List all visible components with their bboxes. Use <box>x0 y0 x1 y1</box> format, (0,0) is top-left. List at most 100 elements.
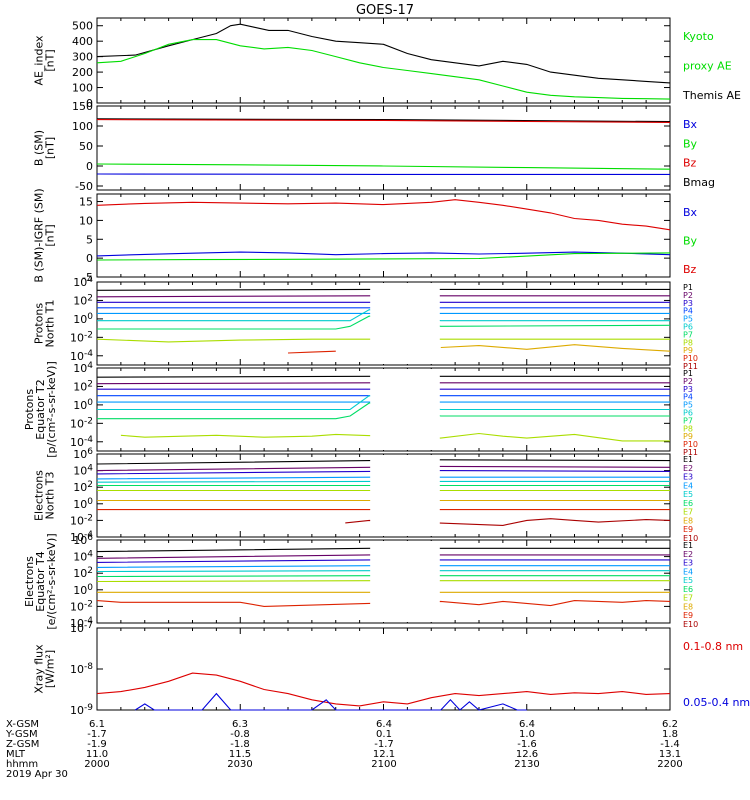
legend-entry: E9 <box>683 525 693 534</box>
y-tick-label: 102 <box>73 293 93 307</box>
y-axis-label: [e/(cm²-s-sr-keV)] <box>45 533 58 629</box>
ephemeris-value: 6.1 <box>89 719 105 730</box>
y-tick-label: 100 <box>72 82 93 95</box>
panel-frame <box>96 627 671 711</box>
ephemeris-value: 13.1 <box>659 749 681 760</box>
ephemeris-value: -0.8 <box>230 729 250 740</box>
y-tick-label: 100 <box>73 497 93 511</box>
ephemeris-value: 6.2 <box>662 719 678 730</box>
legend-entry: P4 <box>683 307 693 316</box>
panel-frame <box>96 193 671 278</box>
y-tick-label: 10-9 <box>70 703 93 717</box>
legend-entry: P4 <box>683 393 693 402</box>
data-gap <box>370 455 440 536</box>
y-tick-label: 100 <box>72 120 93 133</box>
y-tick-label: 100 <box>73 312 93 326</box>
ephemeris-value: -1.7 <box>87 729 107 740</box>
legend-entry: Bx <box>683 118 698 131</box>
y-tick-label: 0 <box>86 252 93 265</box>
y-tick-label: 500 <box>72 20 93 33</box>
legend-entry: Themis AE <box>682 89 741 102</box>
legend-entry: P10 <box>683 440 698 449</box>
legend-entry: proxy AE <box>683 60 732 73</box>
series-bz <box>96 119 671 123</box>
legend-entry: E8 <box>683 602 693 611</box>
legend-entry: E10 <box>683 620 698 629</box>
ephemeris-value: 12.6 <box>516 749 538 760</box>
legend-entry: P1 <box>683 369 693 378</box>
legend-entry: E2 <box>683 550 693 559</box>
y-tick-label: 104 <box>73 550 93 564</box>
legend-entry: E1 <box>683 541 693 550</box>
y-tick-label: 0 <box>86 160 93 173</box>
legend-entry: Bx <box>683 206 698 219</box>
legend-entry: P1 <box>683 283 693 292</box>
legend-entry: P7 <box>683 330 693 339</box>
y-tick-label: 102 <box>73 480 93 494</box>
y-tick-label: -50 <box>75 180 93 193</box>
series-p6 <box>97 309 670 322</box>
y-tick-label: 300 <box>72 51 93 64</box>
legend-entry: E2 <box>683 464 693 473</box>
y-tick-label: 102 <box>73 566 93 580</box>
y-axis-label: [nT] <box>44 137 57 159</box>
legend-entry: E1 <box>683 455 693 464</box>
series-0-1-0-8-nm <box>96 672 671 707</box>
series-e9 <box>96 600 671 607</box>
y-tick-label: 10-7 <box>70 621 93 635</box>
ephemeris-value: -1.6 <box>517 739 537 750</box>
ephemeris-value: 11.5 <box>229 749 251 760</box>
data-gap <box>370 369 440 450</box>
ephemeris-value: -1.9 <box>87 739 107 750</box>
ephemeris-value: 2200 <box>657 759 682 770</box>
ephemeris-value: -1.4 <box>660 739 680 750</box>
y-axis-label: Xray flux <box>33 644 46 694</box>
legend-entry: E5 <box>683 490 693 499</box>
ephemeris-value: 2100 <box>371 759 396 770</box>
ephemeris-value: 6.3 <box>232 719 248 730</box>
legend-entry: E3 <box>683 473 693 482</box>
y-axis-label: AE_index <box>33 35 46 86</box>
y-axis-label: Protons <box>23 389 36 430</box>
y-axis-label: B (SM) <box>33 130 46 166</box>
ephemeris-value: 2130 <box>514 759 539 770</box>
y-tick-label: 10-8 <box>70 662 93 676</box>
y-axis-label: Electrons <box>33 470 46 521</box>
panel-bigrf: -5 0 5 10 15 B (SM)-IGRF (SM)[nT] Bx By Bz <box>33 188 698 284</box>
y-tick-label: 10-2 <box>70 513 93 527</box>
y-axis-label: Electrons <box>23 556 36 607</box>
series-p8 <box>96 338 670 343</box>
legend-entry: E10 <box>683 534 698 543</box>
series-p10 <box>287 350 336 354</box>
panel-bsm: -50 0 50 100 150 B (SM)[nT] Bx By Bz Bmag <box>33 100 716 193</box>
ephemeris-date: 2019 Apr 30 <box>6 769 68 780</box>
y-tick-label: 200 <box>72 66 93 79</box>
series-p7 <box>97 402 670 420</box>
y-axis-label: Equator T2 <box>34 379 47 439</box>
legend-entry: P2 <box>683 377 693 386</box>
panel-ae: 0 100 200 300 400 500 AE_index[nT] Kyoto proxy A… <box>33 17 741 110</box>
legend-entry: 0.05-0.4 nm <box>683 696 750 709</box>
panel-frame <box>96 17 671 104</box>
legend-entry: E6 <box>683 499 693 508</box>
series-by <box>96 252 671 261</box>
y-tick-label: 10-2 <box>70 330 93 344</box>
y-tick-label: 104 <box>73 464 93 478</box>
legend-entry: E6 <box>683 585 693 594</box>
panel-xray: 10-9 10-8 10-7 Xray flux[W/m²] 0.1-0.8 nm 0.0… <box>33 621 750 717</box>
legend-entry: E8 <box>683 516 693 525</box>
series-themis-ae <box>96 23 671 84</box>
ephemeris-row-label: MLT <box>6 749 26 760</box>
series-bx <box>96 251 671 257</box>
legend-entry: E7 <box>683 594 693 603</box>
y-axis-label: Equator T4 <box>34 551 47 611</box>
y-tick-label: 104 <box>73 275 93 289</box>
y-tick-label: 100 <box>73 398 93 412</box>
legend-entry: P5 <box>683 401 693 410</box>
legend-entry: E7 <box>683 508 693 517</box>
legend-entry: P7 <box>683 416 693 425</box>
data-gap <box>370 283 440 364</box>
y-axis-label: [nT] <box>44 224 57 246</box>
